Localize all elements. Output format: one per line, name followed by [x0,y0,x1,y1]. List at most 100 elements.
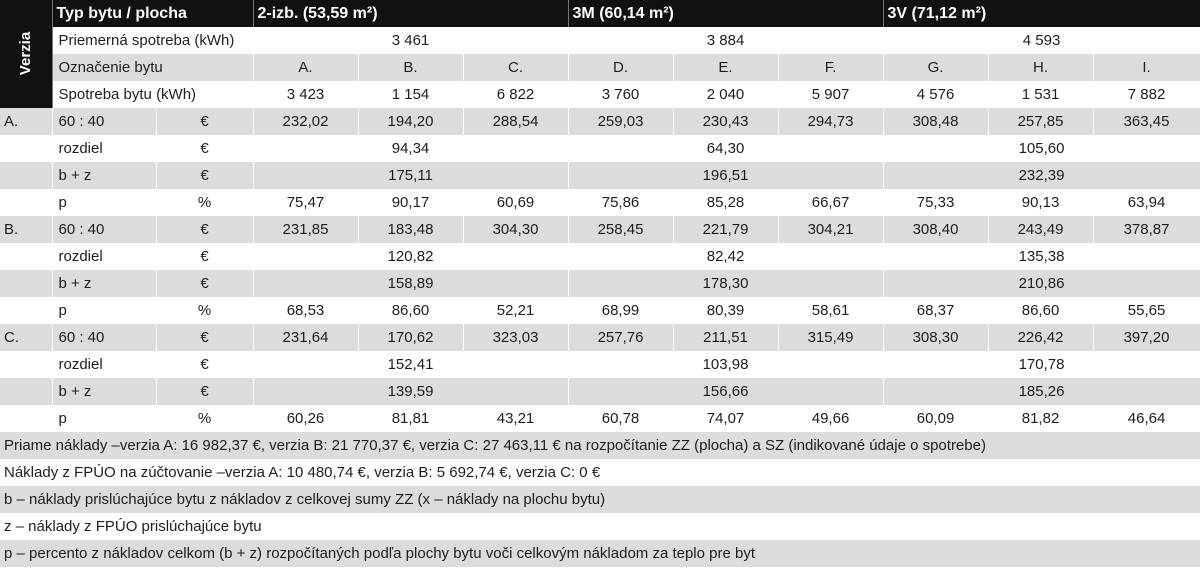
version-label-empty [0,243,53,270]
table-cell: 3 461 [253,27,569,54]
table-cell: 86,60 [358,297,464,324]
version-label: B. [0,216,53,243]
table-cell: B. [358,54,464,81]
table-cell: 308,30 [883,324,989,351]
table-cell: 158,89 [253,270,569,297]
row-label: p [52,189,157,216]
table-cell: 68,53 [253,297,359,324]
table-cell: 58,61 [778,297,884,324]
table-cell: E. [673,54,779,81]
unit-cell: % [156,405,254,432]
table-cell: 5 907 [778,81,884,108]
table-cell: 210,86 [883,270,1200,297]
table-cell: 257,85 [988,108,1094,135]
table-cell: 304,30 [463,216,569,243]
table-cell: I. [1093,54,1200,81]
unit-cell: % [156,297,254,324]
unit-cell: % [156,189,254,216]
table-cell: 3 423 [253,81,359,108]
flat-id-row: Označenie bytu A. B. C. D. E. F. G. H. I… [0,54,1200,81]
table-cell: 258,45 [568,216,674,243]
table-cell: 156,66 [568,378,884,405]
table-cell: 66,67 [778,189,884,216]
percent-row: p% 68,53 86,60 52,21 68,99 80,39 58,61 68,37 86,… [0,297,1200,324]
table-cell: 196,51 [568,162,884,189]
table-cell: 7 882 [1093,81,1200,108]
avg-consumption-row: Priemerná spotreba (kWh) 3 461 3 884 4 5… [0,27,1200,54]
unit-cell: € [156,378,254,405]
version-rows: A. 60 : 40 €232,02 194,20 288,54 259,03 230,43… [0,108,1200,432]
table-cell: 94,34 [253,135,569,162]
type-3v-header: 3V (71,12 m²) [883,0,1200,27]
table-cell: 304,21 [778,216,884,243]
footnote: z – náklady z FPÚO prislúchajúce bytu [0,513,1200,540]
b-plus-z-row: b + z €175,11 196,51 232,39 [0,162,1200,189]
b-plus-z-row: b + z €139,59 156,66 185,26 [0,378,1200,405]
unit-cell: € [156,108,254,135]
difference-row: rozdiel €120,82 82,42 135,38 [0,243,1200,270]
table-cell: 4 593 [882,27,1200,54]
table-cell: 4 576 [883,81,989,108]
table-cell: C. [463,54,569,81]
table-cell: 46,64 [1093,405,1200,432]
row-label: p [52,297,157,324]
version-label: C. [0,324,53,351]
ratio-6040-row: C. 60 : 40 €231,64 170,62 323,03 257,76 211,51… [0,324,1200,351]
table-cell: 139,59 [253,378,569,405]
table-cell: A. [253,54,359,81]
table-cell: 120,82 [253,243,569,270]
row-label: Označenie bytu [52,54,254,81]
b-plus-z-row: b + z €158,89 178,30 210,86 [0,270,1200,297]
row-label: rozdiel [52,135,157,162]
footnote: Náklady z FPÚO na zúčtovanie –verzia A: … [0,459,1200,486]
row-label: 60 : 40 [52,324,157,351]
table-cell: 2 040 [673,81,779,108]
table-cell: 135,38 [883,243,1200,270]
version-label-empty [0,297,53,324]
unit-cell: € [156,243,254,270]
table-cell: 82,42 [568,243,884,270]
version-label-empty [0,162,53,189]
table-cell: 363,45 [1093,108,1200,135]
version-label-empty [0,270,53,297]
table-cell: 288,54 [463,108,569,135]
table-cell: 55,65 [1093,297,1200,324]
type-3m-header: 3M (60,14 m²) [568,0,884,27]
row-label: Spotreba bytu (kWh) [52,81,254,108]
ratio-6040-row: B. 60 : 40 €231,85 183,48 304,30 258,45 221,79… [0,216,1200,243]
version-label-empty [0,135,53,162]
ratio-6040-row: A. 60 : 40 €232,02 194,20 288,54 259,03 230,43… [0,108,1200,135]
unit-cell: € [156,270,254,297]
table-cell: 397,20 [1093,324,1200,351]
table-cell: 294,73 [778,108,884,135]
footnote: b – náklady prislúchajúce bytu z náklado… [0,486,1200,513]
unit-cell: € [156,351,254,378]
table-cell: 64,30 [568,135,884,162]
table-cell: 80,39 [673,297,779,324]
unit-cell: € [156,162,254,189]
version-label-empty [0,378,53,405]
table-cell: 75,47 [253,189,359,216]
percent-row: p% 60,26 81,81 43,21 60,78 74,07 49,66 60,09 81,… [0,405,1200,432]
verzia-header: Verzia [0,0,53,108]
row-label: rozdiel [52,243,157,270]
table-cell: 378,87 [1093,216,1200,243]
table-cell: 90,17 [358,189,464,216]
table-cell: 231,85 [253,216,359,243]
version-label: A. [0,108,53,135]
table-cell: 105,60 [883,135,1200,162]
flat-consumption-row: Spotreba bytu (kWh) 3 423 1 154 6 822 3 … [0,81,1200,108]
table-cell: 68,99 [568,297,674,324]
table-cell: 86,60 [988,297,1094,324]
version-label-empty [0,189,53,216]
table-cell: G. [883,54,989,81]
row-label: rozdiel [52,351,157,378]
table-cell: F. [778,54,884,81]
table-cell: 43,21 [463,405,569,432]
table-cell: 6 822 [463,81,569,108]
footnote: p – percento z nákladov celkom (b + z) r… [0,540,1200,567]
footnote: Priame náklady –verzia A: 16 982,37 €, v… [0,432,1200,459]
table-cell: 323,03 [463,324,569,351]
table-cell: 185,26 [883,378,1200,405]
table-cell: 315,49 [778,324,884,351]
